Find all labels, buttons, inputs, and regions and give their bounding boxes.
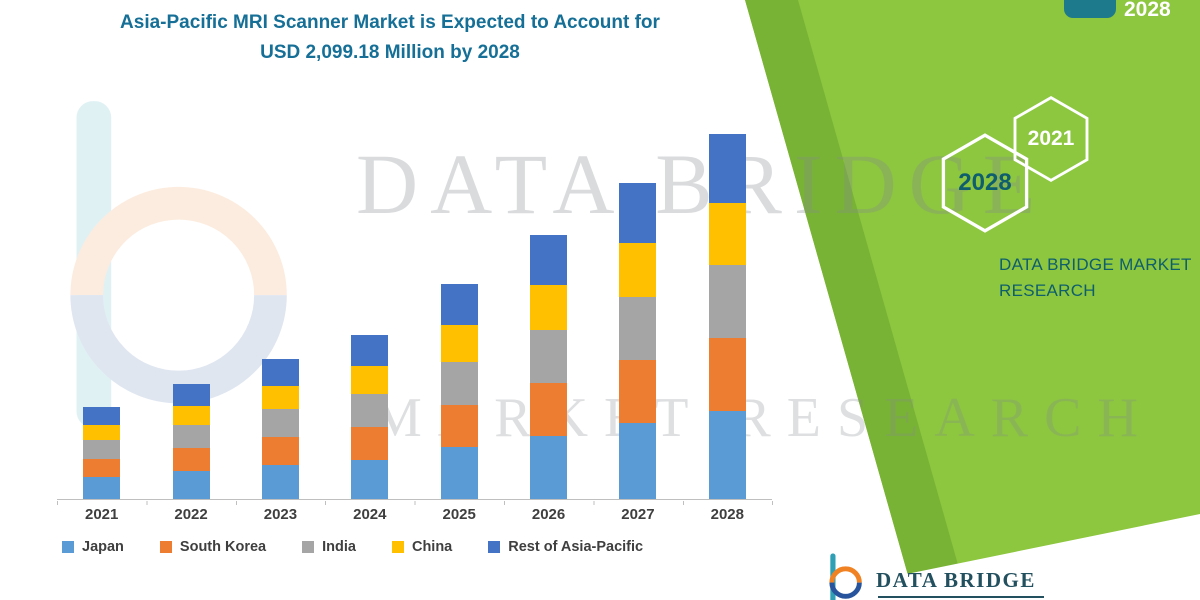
footer-brand-text: DATA BRIDGE (876, 568, 1036, 592)
x-tick-label-2025: 2025 (442, 506, 476, 523)
bar-segment-rest-of-asia-pacific-2024 (351, 335, 389, 367)
bar-segment-japan-2025 (440, 447, 478, 499)
x-tick-label-2024: 2024 (353, 506, 387, 523)
bar-segment-china-2025 (440, 325, 478, 362)
bar-segment-india-2028 (708, 265, 746, 339)
legend: Japan South Korea India China Rest of Asia-P… (62, 539, 792, 555)
x-tick-label-2028: 2028 (710, 506, 744, 523)
stacked-bar-2021 (83, 407, 121, 499)
x-tick-label-2022: 2022 (174, 506, 208, 523)
stacked-bar-2027 (619, 183, 657, 499)
panel-brand-text: DATA BRIDGE MARKET RESEARCH (999, 252, 1192, 304)
bar-segment-china-2026 (530, 285, 568, 330)
bar-segment-japan-2021 (83, 476, 121, 499)
legend-label-japan: Japan (82, 539, 124, 555)
bar-segment-india-2024 (351, 393, 389, 427)
chart-title-line1: Asia-Pacific MRI Scanner Market is Expec… (120, 12, 660, 33)
bar-segment-rest-of-asia-pacific-2025 (440, 284, 478, 326)
stacked-bar-2026 (530, 234, 568, 499)
legend-swatch-china (391, 541, 404, 553)
legend-item-south-korea: South Korea (159, 539, 267, 555)
x-axis-labels: 2021 2022 2023 2024 2025 2026 2027 2028 (57, 506, 772, 523)
calendar-icon (1064, 0, 1116, 18)
x-tick-label-2026: 2026 (531, 506, 566, 523)
bar-segment-china-2028 (708, 203, 746, 266)
bar-segment-japan-2026 (530, 435, 568, 499)
legend-item-china: China (391, 539, 453, 555)
bar-segment-japan-2027 (619, 423, 657, 499)
legend-swatch-india (302, 541, 315, 553)
x-axis-ticks (57, 501, 774, 505)
bar-segment-rest-of-asia-pacific-2027 (619, 183, 657, 244)
legend-swatch-japan (62, 541, 74, 553)
bar-segment-south-korea-2022 (172, 448, 210, 472)
bar-segment-south-korea-2024 (351, 426, 389, 460)
legend-label-rest-of-asia-pacific: Rest of Asia-Pacific (508, 539, 644, 555)
bar-segment-india-2022 (172, 425, 210, 449)
bar-segment-india-2023 (261, 409, 299, 438)
bar-segment-rest-of-asia-pacific-2022 (172, 384, 210, 406)
plot-area (57, 130, 772, 500)
legend-item-india: India (302, 539, 356, 555)
bar-segment-china-2021 (83, 424, 121, 441)
bar-segment-india-2025 (440, 361, 478, 405)
stacked-bar-2025 (440, 284, 478, 499)
x-tick-label-2027: 2027 (621, 506, 655, 523)
stacked-bar-2028 (708, 134, 746, 499)
bar-segment-rest-of-asia-pacific-2026 (530, 234, 568, 286)
bar-segment-china-2024 (351, 366, 389, 394)
x-tick-label-2023: 2023 (263, 506, 298, 523)
panel-brand-line1: DATA BRIDGE MARKET (999, 255, 1192, 274)
hexagon-outline-icon (1013, 95, 1089, 183)
bar-segment-japan-2024 (351, 459, 389, 499)
footer-brand-logo (826, 552, 864, 600)
bar-segment-china-2023 (261, 385, 299, 410)
bar-segment-china-2027 (619, 243, 657, 298)
footer-divider (878, 596, 1044, 598)
stacked-bar-2024 (351, 335, 389, 499)
top-right-year-label: 2028 (1124, 0, 1171, 21)
legend-swatch-south-korea (159, 541, 172, 553)
bar-segment-south-korea-2026 (530, 382, 568, 436)
legend-swatch-rest-of-asia-pacific (488, 541, 501, 553)
bar-segment-rest-of-asia-pacific-2021 (83, 407, 121, 425)
bar-segment-india-2026 (530, 329, 568, 383)
bar-segment-india-2027 (619, 297, 657, 361)
bar-segment-rest-of-asia-pacific-2028 (708, 134, 746, 204)
x-tick-label-2021: 2021 (85, 506, 119, 523)
bar-segment-south-korea-2025 (440, 404, 478, 448)
legend-label-india: India (322, 539, 356, 555)
bar-segment-japan-2028 (708, 411, 746, 499)
hexagon-2021-label: 2021 (1027, 127, 1075, 150)
legend-item-rest-of-asia-pacific: Rest of Asia-Pacific (488, 539, 643, 555)
hexagon-2028-label: 2028 (958, 169, 1012, 196)
hexagon-2028 (933, 131, 1037, 235)
bar-segment-south-korea-2021 (83, 458, 121, 477)
bar-segment-india-2021 (83, 440, 121, 459)
data-bridge-b-icon (829, 553, 862, 600)
bar-segment-south-korea-2027 (619, 360, 657, 424)
hexagon-2021 (1006, 94, 1096, 184)
hexagon-outline-icon (941, 133, 1029, 233)
chart-title: Asia-Pacific MRI Scanner Market is Expec… (40, 8, 740, 68)
bar-segment-rest-of-asia-pacific-2023 (261, 358, 299, 386)
panel-brand-line2: RESEARCH (999, 281, 1096, 300)
bar-segment-japan-2023 (261, 465, 299, 499)
watermark-text-top: DATA BRIDGE (356, 136, 1048, 232)
stacked-bar-2023 (261, 358, 299, 499)
legend-label-south-korea: South Korea (179, 539, 267, 555)
chart-title-line2: USD 2,099.18 Million by 2028 (260, 42, 520, 63)
legend-item-japan: Japan (62, 539, 124, 555)
bar-segment-south-korea-2028 (708, 338, 746, 412)
bar-segment-south-korea-2023 (261, 437, 299, 466)
stacked-bar-2022 (172, 384, 210, 499)
watermark-text-bottom: MARKET RESEARCH (372, 387, 1154, 449)
bar-segment-japan-2022 (172, 471, 210, 499)
legend-label-china: China (411, 539, 453, 555)
bar-segment-china-2022 (172, 405, 210, 426)
